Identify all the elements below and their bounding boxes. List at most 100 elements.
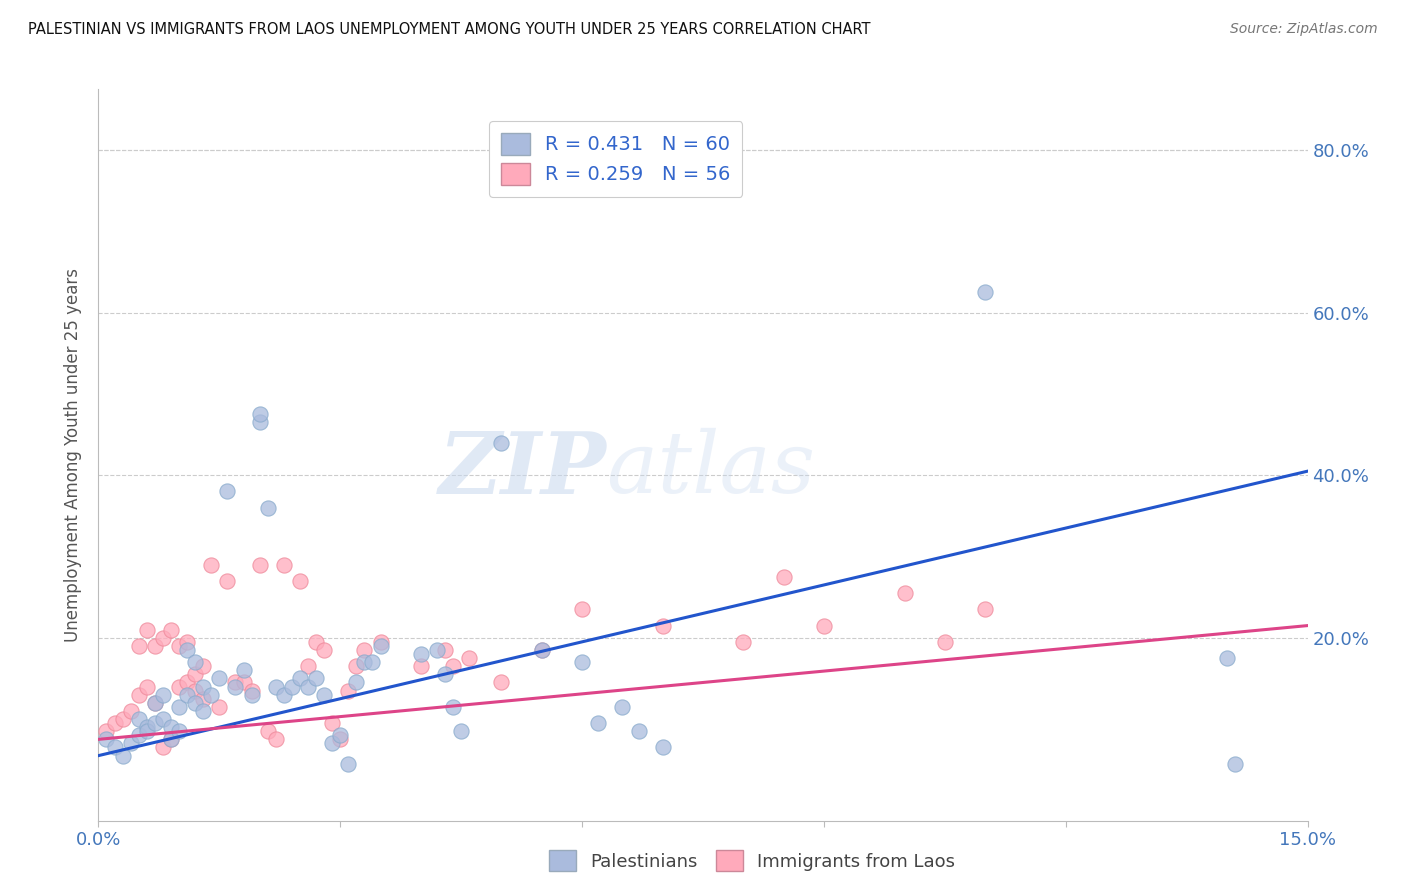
Point: [240, 688, 263, 702]
Point: [344, 659, 367, 673]
Point: [441, 699, 464, 714]
Legend: R = 0.431   N = 60, R = 0.259   N = 56: R = 0.431 N = 60, R = 0.259 N = 56: [489, 120, 742, 197]
Point: [96, 724, 118, 739]
Point: [143, 716, 166, 731]
Point: [103, 716, 125, 731]
Point: [273, 558, 295, 572]
Point: [321, 736, 343, 750]
Point: [974, 602, 997, 616]
Point: [152, 740, 174, 755]
Point: [135, 720, 157, 734]
Point: [143, 639, 166, 653]
Point: [160, 732, 183, 747]
Point: [167, 724, 190, 739]
Point: [128, 712, 150, 726]
Text: ZIP: ZIP: [439, 428, 606, 511]
Point: [184, 655, 207, 669]
Point: [297, 680, 319, 694]
Point: [208, 699, 231, 714]
Point: [193, 704, 215, 718]
Point: [353, 643, 375, 657]
Point: [458, 651, 481, 665]
Point: [249, 558, 271, 572]
Point: [176, 635, 198, 649]
Point: [135, 623, 157, 637]
Point: [232, 663, 254, 677]
Point: [184, 696, 207, 710]
Text: atlas: atlas: [606, 428, 815, 511]
Point: [586, 716, 609, 731]
Point: [627, 724, 650, 739]
Legend: Palestinians, Immigrants from Laos: Palestinians, Immigrants from Laos: [541, 843, 963, 879]
Point: [321, 716, 343, 731]
Point: [240, 683, 263, 698]
Point: [1223, 756, 1246, 771]
Point: [491, 435, 513, 450]
Point: [288, 574, 311, 588]
Point: [530, 643, 553, 657]
Point: [128, 639, 150, 653]
Point: [167, 680, 190, 694]
Point: [200, 558, 222, 572]
Point: [193, 659, 215, 673]
Point: [329, 728, 352, 742]
Point: [612, 699, 634, 714]
Point: [571, 602, 593, 616]
Point: [152, 688, 174, 702]
Point: [256, 500, 278, 515]
Point: [120, 736, 142, 750]
Point: [813, 618, 835, 632]
Text: Source: ZipAtlas.com: Source: ZipAtlas.com: [1230, 22, 1378, 37]
Point: [135, 680, 157, 694]
Point: [934, 635, 956, 649]
Point: [193, 680, 215, 694]
Point: [441, 659, 464, 673]
Point: [305, 635, 328, 649]
Point: [167, 639, 190, 653]
Point: [1216, 651, 1239, 665]
Point: [434, 667, 457, 681]
Point: [772, 570, 794, 584]
Point: [530, 643, 553, 657]
Point: [256, 724, 278, 739]
Point: [167, 699, 190, 714]
Point: [281, 680, 304, 694]
Point: [120, 704, 142, 718]
Point: [344, 675, 367, 690]
Point: [409, 647, 432, 661]
Point: [224, 680, 246, 694]
Point: [135, 724, 157, 739]
Point: [249, 407, 271, 421]
Point: [152, 631, 174, 645]
Point: [337, 756, 360, 771]
Point: [128, 688, 150, 702]
Point: [208, 672, 231, 686]
Point: [111, 712, 134, 726]
Point: [160, 720, 183, 734]
Point: [297, 659, 319, 673]
Point: [152, 712, 174, 726]
Point: [111, 748, 134, 763]
Point: [249, 416, 271, 430]
Y-axis label: Unemployment Among Youth under 25 years: Unemployment Among Youth under 25 years: [65, 268, 83, 642]
Point: [200, 688, 222, 702]
Point: [143, 696, 166, 710]
Point: [96, 732, 118, 747]
Point: [353, 655, 375, 669]
Point: [409, 659, 432, 673]
Point: [176, 688, 198, 702]
Point: [160, 732, 183, 747]
Point: [184, 667, 207, 681]
Point: [651, 618, 673, 632]
Point: [273, 688, 295, 702]
Point: [193, 691, 215, 706]
Point: [288, 672, 311, 686]
Point: [176, 675, 198, 690]
Point: [361, 655, 384, 669]
Point: [232, 675, 254, 690]
Point: [184, 683, 207, 698]
Point: [217, 574, 239, 588]
Point: [651, 740, 673, 755]
Point: [264, 732, 287, 747]
Point: [733, 635, 755, 649]
